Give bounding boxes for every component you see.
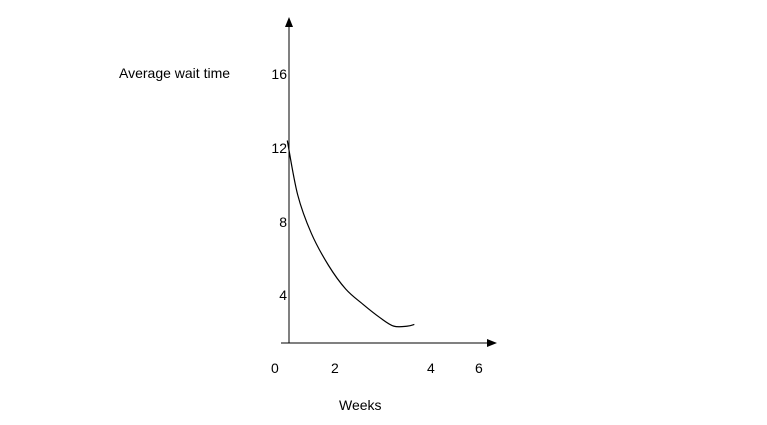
- y-tick-label: 12: [271, 140, 287, 156]
- x-axis-label: Weeks: [339, 397, 382, 413]
- y-tick-labels: 4 8 12 16: [271, 66, 287, 303]
- x-axis-arrowhead: [487, 339, 497, 347]
- y-axis-label: Average wait time: [119, 65, 230, 81]
- x-tick-label: 6: [475, 360, 483, 376]
- y-tick-label: 8: [279, 214, 287, 230]
- x-tick-label: 4: [427, 360, 435, 376]
- x-tick-labels: 0 2 4 6: [271, 360, 483, 376]
- y-tick-label: 16: [271, 66, 287, 82]
- x-tick-label: 0: [271, 360, 279, 376]
- wait-time-curve: [286, 140, 415, 328]
- y-axis: [285, 17, 293, 343]
- y-tick-label: 4: [279, 287, 287, 303]
- x-tick-label: 2: [331, 360, 339, 376]
- y-axis-arrowhead: [285, 17, 293, 27]
- x-axis: [281, 339, 497, 347]
